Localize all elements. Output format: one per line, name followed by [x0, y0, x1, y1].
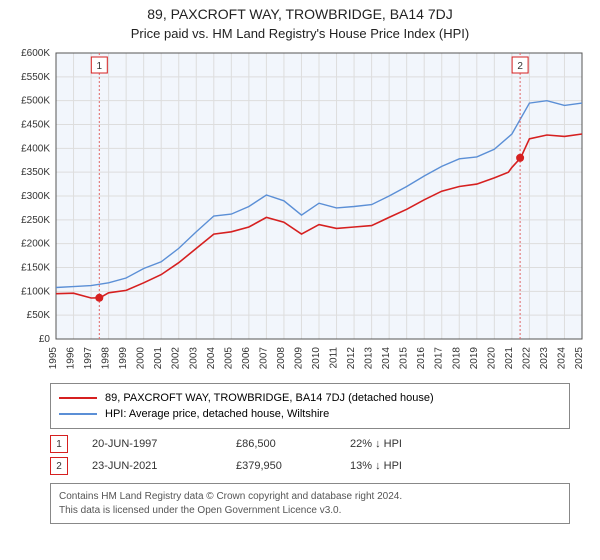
y-tick-label: £150K: [21, 263, 50, 274]
x-tick-label: 2000: [136, 347, 147, 370]
x-tick-label: 1999: [118, 347, 129, 370]
chart-area: £0 £50K £100K £150K £200K £250K £300K £350K £400…: [8, 47, 592, 377]
y-tick-label: £300K: [21, 191, 50, 202]
x-tick-label: 1995: [48, 347, 59, 370]
y-tick-label: £100K: [21, 286, 50, 297]
x-tick-label: 1997: [83, 347, 94, 370]
x-tick-label: 2003: [188, 347, 199, 370]
line-chart: £0 £50K £100K £150K £200K £250K £300K £350K £400…: [8, 47, 592, 377]
attribution-line-1: Contains HM Land Registry data © Crown c…: [59, 490, 561, 504]
marker-row: 1 20-JUN-1997 £86,500 22% ↓ HPI: [50, 433, 570, 455]
marker-events-table: 1 20-JUN-1997 £86,500 22% ↓ HPI 2 23-JUN-2021…: [50, 433, 570, 477]
x-tick-label: 2021: [504, 347, 515, 370]
x-tick-label: 2001: [153, 347, 164, 370]
marker-date: 20-JUN-1997: [92, 438, 212, 450]
x-tick-label: 2010: [311, 347, 322, 370]
marker-price: £379,950: [236, 460, 326, 472]
x-tick-label: 2019: [469, 347, 480, 370]
x-tick-label: 2023: [539, 347, 550, 370]
marker-number: 1: [97, 61, 103, 72]
x-tick-label: 2006: [241, 347, 252, 370]
title-block: 89, PAXCROFT WAY, TROWBRIDGE, BA14 7DJ P…: [0, 0, 600, 43]
page-container: 89, PAXCROFT WAY, TROWBRIDGE, BA14 7DJ P…: [0, 0, 600, 524]
x-tick-label: 2009: [293, 347, 304, 370]
x-tick-label: 2025: [574, 347, 585, 370]
x-tick-label: 2004: [206, 347, 217, 370]
y-tick-label: £350K: [21, 167, 50, 178]
marker-row-number: 2: [50, 457, 68, 475]
legend-swatch: [59, 397, 97, 399]
x-tick-label: 2018: [451, 347, 462, 370]
x-tick-label: 2017: [434, 347, 445, 370]
x-tick-label: 2002: [171, 347, 182, 370]
y-tick-label: £600K: [21, 48, 50, 59]
marker-dot: [95, 294, 103, 302]
y-tick-label: £550K: [21, 72, 50, 83]
attribution-line-2: This data is licensed under the Open Gov…: [59, 504, 561, 518]
x-tick-label: 2022: [521, 347, 532, 370]
x-tick-label: 1996: [66, 347, 77, 370]
x-tick-label: 2013: [364, 347, 375, 370]
page-title: 89, PAXCROFT WAY, TROWBRIDGE, BA14 7DJ: [0, 6, 600, 22]
x-tick-label: 2005: [223, 347, 234, 370]
attribution-footer: Contains HM Land Registry data © Crown c…: [50, 483, 570, 524]
page-subtitle: Price paid vs. HM Land Registry's House …: [0, 26, 600, 41]
x-tick-label: 2012: [346, 347, 357, 370]
x-tick-label: 2015: [399, 347, 410, 370]
legend-swatch: [59, 413, 97, 415]
marker-number: 2: [517, 61, 523, 72]
x-tick-label: 2014: [381, 347, 392, 370]
legend: 89, PAXCROFT WAY, TROWBRIDGE, BA14 7DJ (…: [50, 383, 570, 429]
y-tick-label: £50K: [27, 310, 51, 321]
legend-label: HPI: Average price, detached house, Wilt…: [105, 408, 329, 420]
marker-row-number: 1: [50, 435, 68, 453]
legend-item: HPI: Average price, detached house, Wilt…: [59, 406, 561, 422]
y-tick-label: £250K: [21, 215, 50, 226]
marker-price: £86,500: [236, 438, 326, 450]
marker-delta: 22% ↓ HPI: [350, 438, 440, 450]
y-tick-label: £0: [39, 334, 51, 345]
marker-delta: 13% ↓ HPI: [350, 460, 440, 472]
x-tick-label: 2016: [416, 347, 427, 370]
marker-dot: [516, 154, 524, 162]
y-tick-label: £400K: [21, 143, 50, 154]
x-tick-label: 2020: [486, 347, 497, 370]
y-tick-label: £500K: [21, 96, 50, 107]
legend-label: 89, PAXCROFT WAY, TROWBRIDGE, BA14 7DJ (…: [105, 392, 434, 404]
marker-date: 23-JUN-2021: [92, 460, 212, 472]
y-tick-label: £450K: [21, 120, 50, 131]
x-tick-label: 2008: [276, 347, 287, 370]
x-tick-label: 2007: [258, 347, 269, 370]
x-tick-label: 2024: [556, 347, 567, 370]
x-tick-label: 1998: [101, 347, 112, 370]
y-tick-label: £200K: [21, 239, 50, 250]
legend-item: 89, PAXCROFT WAY, TROWBRIDGE, BA14 7DJ (…: [59, 390, 561, 406]
x-tick-label: 2011: [329, 347, 340, 369]
marker-row: 2 23-JUN-2021 £379,950 13% ↓ HPI: [50, 455, 570, 477]
